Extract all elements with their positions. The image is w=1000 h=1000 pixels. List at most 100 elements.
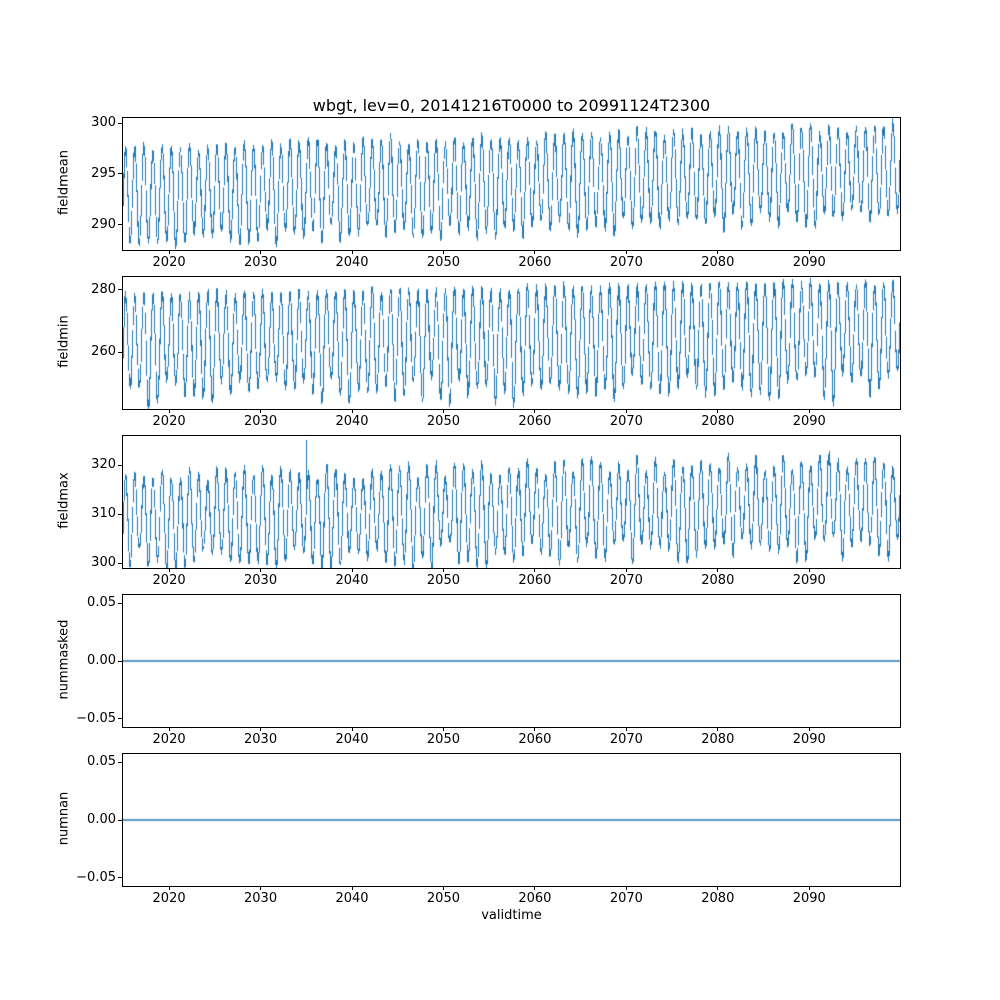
y-tick-label: 300: [91, 555, 116, 571]
y-tick-label: 280: [91, 281, 116, 297]
x-tick-label: 2030: [244, 414, 278, 429]
x-tick-label: 2020: [152, 255, 186, 270]
x-axis-label: validtime: [481, 908, 542, 923]
x-tick-mark: [625, 568, 627, 572]
y-tick-mark: [118, 224, 122, 226]
y-tick-label: 320: [91, 457, 116, 473]
x-tick-mark: [351, 727, 353, 731]
x-tick-mark: [625, 250, 627, 254]
x-tick-label: 2070: [609, 573, 643, 588]
x-tick-label: 2090: [792, 414, 826, 429]
x-tick-mark: [625, 409, 627, 413]
x-tick-mark: [351, 409, 353, 413]
y-tick-mark: [118, 289, 122, 291]
y-tick-label: 0.00: [87, 812, 116, 827]
y-tick-label: 0.00: [87, 653, 116, 668]
fieldmax-series-line: [123, 436, 900, 568]
y-tick-mark: [118, 877, 122, 879]
x-tick-mark: [442, 250, 444, 254]
x-tick-mark: [168, 250, 170, 254]
x-tick-label: 2050: [426, 573, 460, 588]
x-tick-mark: [442, 886, 444, 890]
x-tick-mark: [442, 568, 444, 572]
axes-numnan: [122, 753, 901, 887]
y-tick-mark: [118, 464, 122, 466]
nummasked-series-line: [123, 595, 900, 727]
x-tick-mark: [260, 886, 262, 890]
x-tick-label: 2060: [518, 732, 552, 747]
x-tick-label: 2080: [701, 255, 735, 270]
y-tick-mark: [118, 660, 122, 662]
x-tick-mark: [442, 409, 444, 413]
y-tick-mark: [118, 173, 122, 175]
x-tick-mark: [808, 727, 810, 731]
y-tick-mark: [118, 718, 122, 720]
y-tick-mark: [118, 351, 122, 353]
x-tick-label: 2080: [701, 891, 735, 906]
x-tick-mark: [717, 886, 719, 890]
axes-fieldmin: [122, 276, 901, 410]
x-tick-mark: [625, 727, 627, 731]
x-tick-mark: [168, 727, 170, 731]
x-tick-label: 2090: [792, 732, 826, 747]
x-tick-label: 2060: [518, 573, 552, 588]
y-tick-label: 0.05: [87, 595, 116, 611]
x-tick-mark: [260, 568, 262, 572]
x-tick-mark: [260, 409, 262, 413]
x-tick-label: 2040: [335, 891, 369, 906]
y-tick-mark: [118, 562, 122, 564]
x-tick-label: 2070: [609, 891, 643, 906]
x-tick-label: 2020: [152, 891, 186, 906]
x-tick-label: 2040: [335, 573, 369, 588]
x-tick-mark: [534, 568, 536, 572]
fieldmean-series-line: [123, 118, 900, 250]
x-tick-label: 2080: [701, 732, 735, 747]
y-tick-label: 300: [91, 115, 116, 131]
x-tick-label: 2020: [152, 732, 186, 747]
x-tick-label: 2020: [152, 414, 186, 429]
y-tick-mark: [118, 602, 122, 604]
x-tick-mark: [534, 727, 536, 731]
x-tick-label: 2030: [244, 891, 278, 906]
x-tick-label: 2030: [244, 255, 278, 270]
x-tick-label: 2060: [518, 891, 552, 906]
x-tick-mark: [351, 250, 353, 254]
x-tick-mark: [168, 409, 170, 413]
x-tick-label: 2050: [426, 414, 460, 429]
x-tick-label: 2080: [701, 414, 735, 429]
x-tick-label: 2070: [609, 414, 643, 429]
x-tick-mark: [808, 568, 810, 572]
x-tick-mark: [168, 568, 170, 572]
x-tick-label: 2080: [701, 573, 735, 588]
y-tick-mark: [118, 819, 122, 821]
y-tick-mark: [118, 513, 122, 515]
x-tick-mark: [808, 250, 810, 254]
x-tick-mark: [351, 886, 353, 890]
x-tick-label: 2060: [518, 255, 552, 270]
x-tick-mark: [442, 727, 444, 731]
x-tick-mark: [534, 250, 536, 254]
x-tick-mark: [717, 250, 719, 254]
y-tick-label: 0.05: [87, 754, 116, 770]
x-tick-mark: [534, 409, 536, 413]
x-tick-label: 2050: [426, 891, 460, 906]
axes-nummasked: [122, 594, 901, 728]
x-tick-mark: [808, 886, 810, 890]
x-tick-mark: [534, 886, 536, 890]
x-tick-label: 2090: [792, 573, 826, 588]
y-tick-label: −0.05: [76, 710, 116, 726]
x-tick-label: 2030: [244, 732, 278, 747]
y-tick-label: −0.05: [76, 869, 116, 885]
y-tick-label: 310: [91, 506, 116, 522]
fieldmin-series-line: [123, 277, 900, 409]
x-tick-label: 2030: [244, 573, 278, 588]
x-tick-label: 2040: [335, 732, 369, 747]
x-tick-label: 2090: [792, 255, 826, 270]
axes-fieldmax: [122, 435, 901, 569]
y-tick-label: 295: [91, 165, 116, 181]
y-tick-mark: [118, 761, 122, 763]
x-tick-label: 2090: [792, 891, 826, 906]
numnan-series-line: [123, 754, 900, 886]
x-tick-mark: [717, 568, 719, 572]
x-tick-label: 2040: [335, 414, 369, 429]
